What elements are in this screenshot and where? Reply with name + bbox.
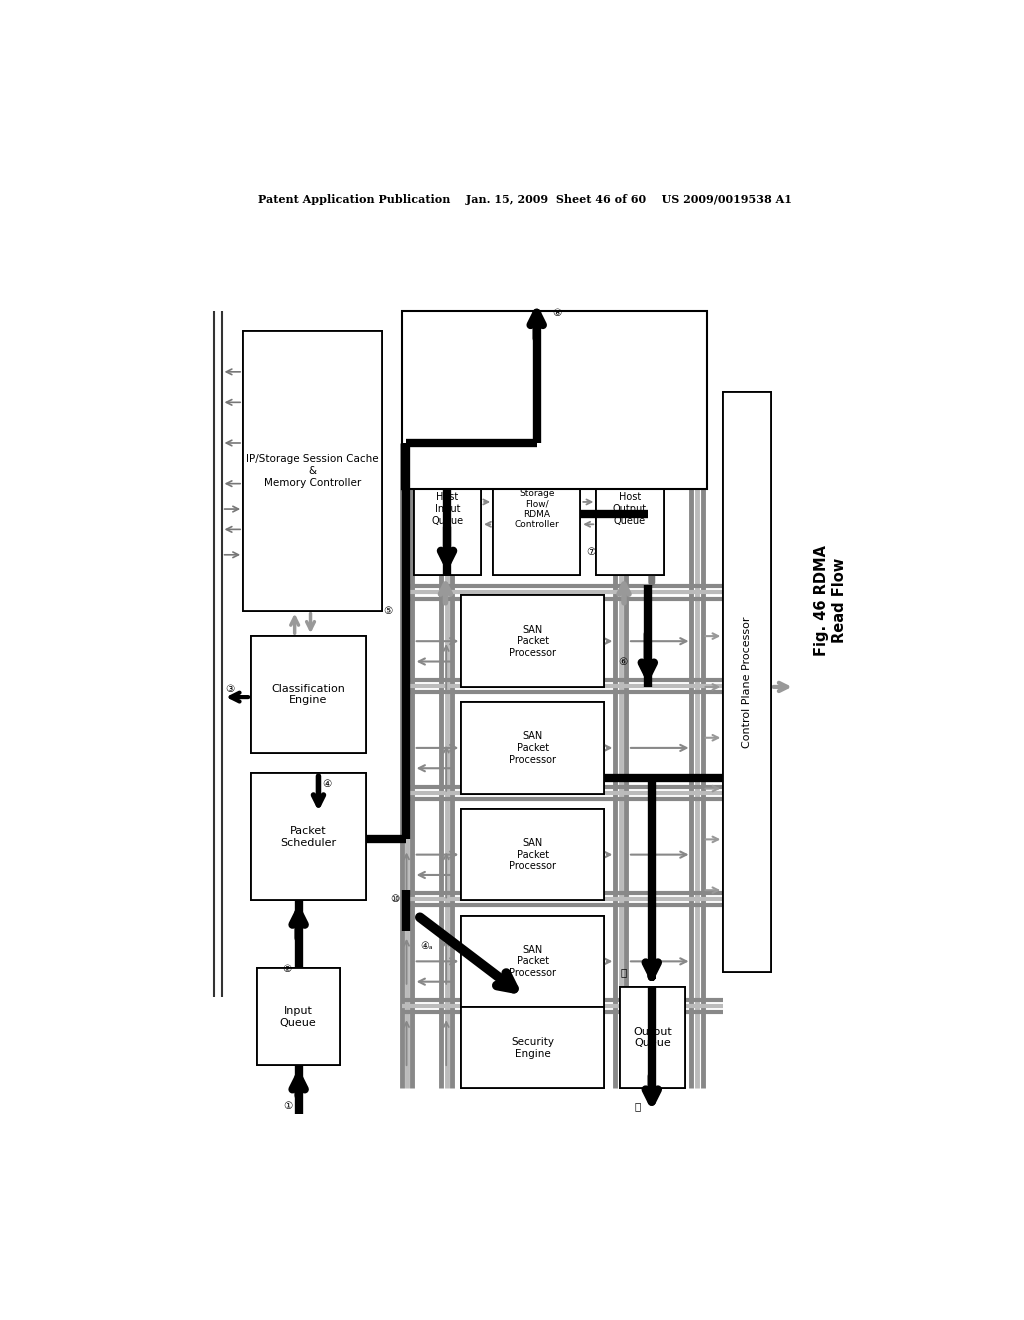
Text: ⑦: ⑦ (587, 546, 596, 557)
Text: SAN
Packet
Processor: SAN Packet Processor (509, 838, 556, 871)
Bar (596, 444, 664, 576)
Bar (461, 595, 604, 686)
Bar (401, 312, 708, 488)
Text: ⑥: ⑥ (618, 656, 628, 667)
Bar (723, 392, 771, 972)
Text: ④: ④ (323, 779, 332, 788)
Bar (257, 969, 340, 1065)
Bar (461, 595, 604, 686)
Bar (243, 331, 382, 611)
Text: SAN
Packet
Processor: SAN Packet Processor (509, 731, 556, 764)
Text: Host
Output
Queue: Host Output Queue (613, 492, 647, 525)
Text: Host
Output
Queue: Host Output Queue (613, 492, 647, 525)
Text: SAN
Packet
Processor: SAN Packet Processor (509, 624, 556, 657)
Text: SAN
Packet
Processor: SAN Packet Processor (509, 731, 556, 764)
Text: Packet
Scheduler: Packet Scheduler (281, 826, 337, 847)
Text: SAN
Packet
Processor: SAN Packet Processor (509, 945, 556, 978)
Bar (461, 809, 604, 900)
Text: Input
Queue: Input Queue (280, 1006, 316, 1027)
Bar (461, 809, 604, 900)
Text: ⑤: ⑤ (384, 606, 393, 615)
Bar (620, 987, 685, 1089)
Bar (414, 444, 481, 576)
Bar (461, 1007, 604, 1089)
Bar (494, 444, 581, 576)
Bar (461, 1007, 604, 1089)
Bar (723, 392, 771, 972)
Text: ②: ② (282, 964, 291, 974)
Text: Host
Input
Queue: Host Input Queue (431, 492, 464, 525)
Text: Security
Engine: Security Engine (511, 1038, 554, 1059)
Bar (401, 312, 708, 488)
Bar (461, 702, 604, 793)
Bar (401, 312, 708, 488)
Text: Classification
Engine: Classification Engine (271, 684, 345, 705)
Text: Storage
Flow/
RDMA
Controller: Storage Flow/ RDMA Controller (514, 488, 559, 529)
Bar (243, 331, 382, 611)
Text: IP/Storage Session Cache
&
Memory Controller: IP/Storage Session Cache & Memory Contro… (246, 454, 379, 487)
Text: SAN
Packet
Processor: SAN Packet Processor (509, 838, 556, 871)
Text: Fig. 46 RDMA
Read Flow: Fig. 46 RDMA Read Flow (814, 545, 847, 656)
Text: IP/Storage Session Cache
&
Memory Controller: IP/Storage Session Cache & Memory Contro… (246, 454, 379, 487)
Text: ⑨: ⑨ (400, 486, 410, 496)
Text: ⑧: ⑧ (553, 308, 562, 318)
Bar (251, 774, 367, 900)
Text: Storage
Flow/
RDMA
Controller: Storage Flow/ RDMA Controller (514, 488, 559, 529)
Text: ③: ③ (225, 684, 234, 694)
Text: Security
Engine: Security Engine (511, 1038, 554, 1059)
Text: Host
Input
Queue: Host Input Queue (431, 492, 464, 525)
Bar (620, 987, 685, 1089)
Bar (414, 444, 481, 576)
Text: ④ₐ: ④ₐ (420, 941, 432, 952)
Bar (461, 916, 604, 1007)
Text: ①: ① (284, 1101, 293, 1110)
Text: Control Plane Processor: Control Plane Processor (742, 616, 752, 747)
Text: Patent Application Publication    Jan. 15, 2009  Sheet 46 of 60    US 2009/00195: Patent Application Publication Jan. 15, … (258, 194, 792, 205)
Text: Input
Queue: Input Queue (280, 1006, 316, 1027)
Bar (257, 969, 340, 1065)
Text: ⑫: ⑫ (634, 1101, 641, 1110)
Text: SAN
Packet
Processor: SAN Packet Processor (509, 945, 556, 978)
Text: Output
Queue: Output Queue (633, 1027, 672, 1048)
Bar (251, 636, 367, 752)
Bar (596, 444, 664, 576)
Text: Packet
Scheduler: Packet Scheduler (281, 826, 337, 847)
Bar (251, 774, 367, 900)
Text: SAN
Packet
Processor: SAN Packet Processor (509, 624, 556, 657)
Text: Control Plane Processor: Control Plane Processor (742, 616, 752, 747)
Bar (251, 636, 367, 752)
Bar (461, 916, 604, 1007)
Bar (461, 702, 604, 793)
Text: Classification
Engine: Classification Engine (271, 684, 345, 705)
Bar (494, 444, 581, 576)
Text: Output
Queue: Output Queue (633, 1027, 672, 1048)
Text: ⑪: ⑪ (620, 968, 627, 978)
Text: ⑩: ⑩ (390, 895, 399, 904)
